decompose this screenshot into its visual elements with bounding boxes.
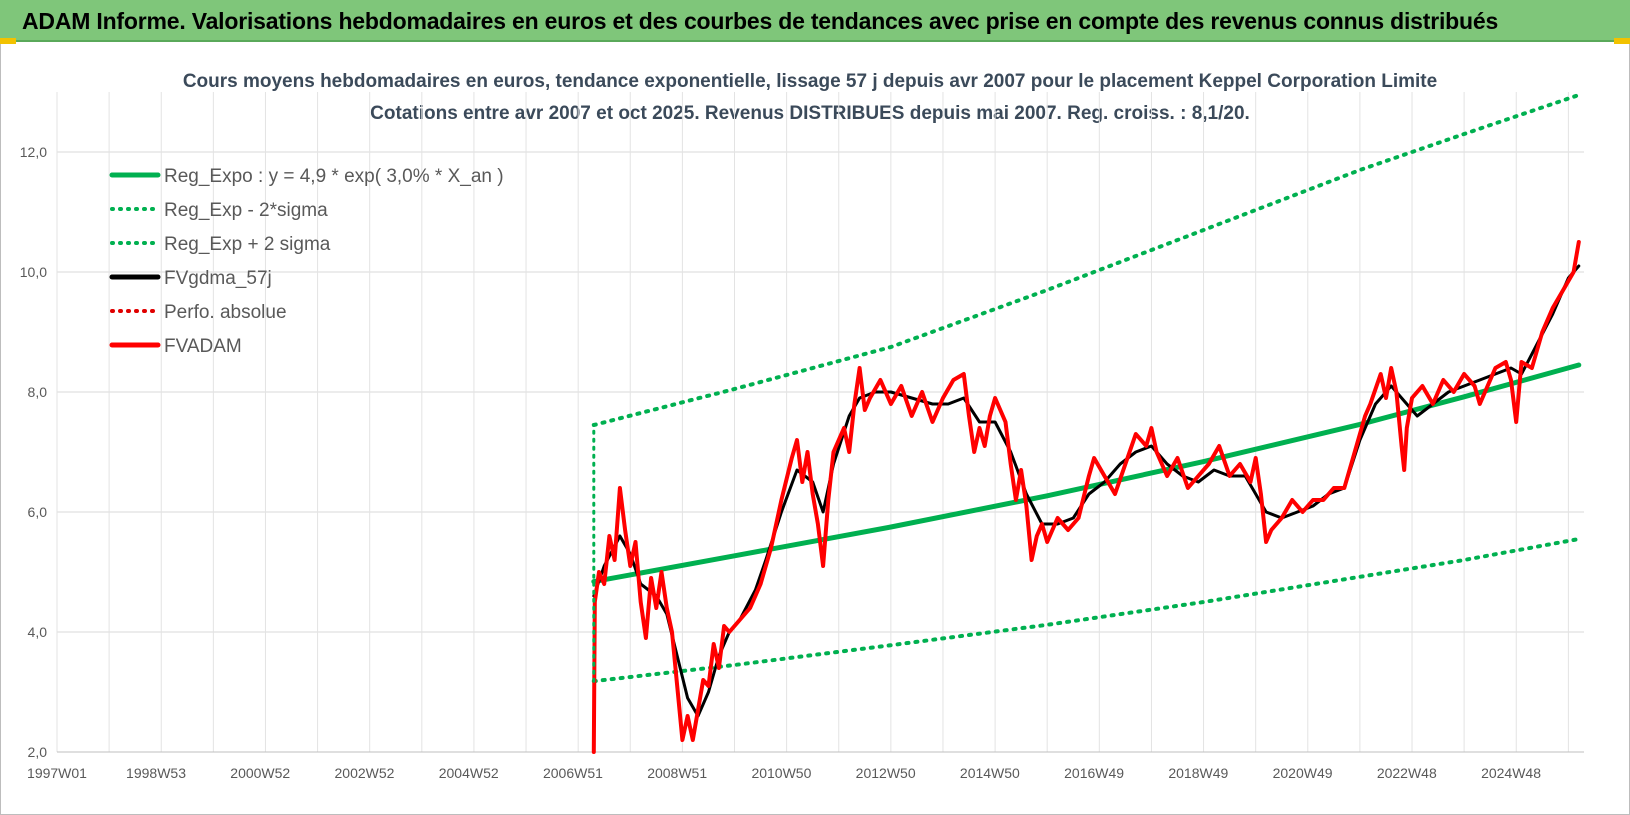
x-tick-label: 1998W53 — [126, 765, 186, 781]
y-axis: 2,0 4,0 6,0 8,0 10,0 12,0 — [20, 144, 47, 760]
series-group — [591, 93, 1582, 754]
x-tick-label: 1997W01 — [27, 765, 87, 781]
y-tick-label: 10,0 — [20, 264, 47, 280]
x-tick-label: 2010W50 — [751, 765, 811, 781]
series-line-3 — [591, 93, 1581, 427]
legend-label-3: Reg_Exp + 2 sigma — [164, 234, 331, 255]
legend: Reg_Expo : y = 4,9 * exp( 3,0% * X_an ) R… — [109, 166, 504, 357]
x-tick-label: 2006W51 — [543, 765, 603, 781]
x-tick-label: 2020W49 — [1273, 765, 1333, 781]
y-tick-label: 6,0 — [28, 504, 48, 520]
x-tick-label: 2016W49 — [1064, 765, 1124, 781]
y-tick-label: 2,0 — [28, 744, 48, 760]
series-line-6 — [591, 240, 1581, 754]
series-line-4 — [592, 264, 1581, 718]
x-tick-label: 2008W51 — [647, 765, 707, 781]
y-tick-label: 4,0 — [28, 624, 48, 640]
y-tick-label: 12,0 — [20, 144, 47, 160]
legend-label-2: Reg_Exp - 2*sigma — [164, 200, 328, 221]
x-tick-label: 2000W52 — [230, 765, 290, 781]
report-title: ADAM Informe. Valorisations hebdomadaire… — [22, 8, 1499, 34]
corner-accent-right — [1614, 38, 1630, 44]
legend-label-1: Reg_Expo : y = 4,9 * exp( 3,0% * X_an ) — [164, 166, 504, 187]
corner-accent-left — [0, 38, 16, 44]
x-tick-label: 2024W48 — [1481, 765, 1541, 781]
x-tick-label: 2012W50 — [856, 765, 916, 781]
x-tick-label: 2014W50 — [960, 765, 1020, 781]
legend-label-6: FVADAM — [164, 336, 242, 357]
series-line-2 — [591, 537, 1581, 684]
x-tick-label: 2022W48 — [1377, 765, 1437, 781]
grid-lines — [56, 92, 1584, 753]
legend-label-4: FVgdma_57j — [164, 268, 272, 289]
x-axis: 1997W01 1998W53 2000W52 2002W52 2004W52 2006W… — [27, 751, 1584, 781]
x-tick-label: 2004W52 — [439, 765, 499, 781]
chart-subtitle: Cotations entre avr 2007 et oct 2025. Re… — [370, 103, 1250, 124]
chart-title: Cours moyens hebdomadaires en euros, ten… — [183, 71, 1437, 92]
series-line-1 — [591, 362, 1582, 585]
report-header: ADAM Informe. Valorisations hebdomadaire… — [0, 0, 1630, 42]
x-tick-label: 2018W49 — [1168, 765, 1228, 781]
legend-label-5: Perfo. absolue — [164, 302, 287, 323]
y-tick-label: 8,0 — [28, 384, 48, 400]
x-tick-label: 2002W52 — [335, 765, 395, 781]
